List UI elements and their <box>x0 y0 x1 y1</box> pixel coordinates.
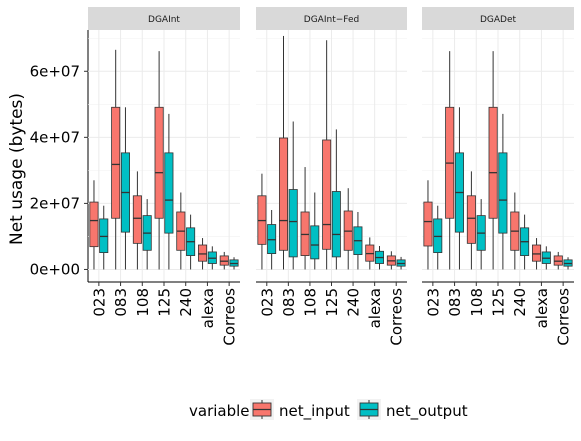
box-group <box>279 35 298 270</box>
box-net-input <box>532 244 542 262</box>
facet-title: DGAInt−Fed <box>304 15 359 25</box>
y-tick-label: 0e+00 <box>30 260 80 278</box>
x-tick-label: 023 <box>424 288 442 317</box>
box-group <box>154 51 174 270</box>
box-net-input <box>279 137 289 251</box>
x-tick-label: 108 <box>301 288 319 317</box>
facet-title: DGADet <box>480 15 517 25</box>
box-group <box>111 49 130 270</box>
x-tick-label: alexa <box>199 288 217 328</box>
box-net-input <box>111 106 121 219</box>
legend-title: variable <box>189 402 250 420</box>
box-net-input <box>198 244 208 262</box>
box-net-output <box>498 152 508 234</box>
box-net-input <box>466 195 476 244</box>
box-net-input <box>89 201 99 248</box>
y-tick-label: 4e+07 <box>30 128 80 146</box>
legend-key-net-output <box>357 399 381 420</box>
x-tick-label: 083 <box>280 288 298 317</box>
box-net-input <box>300 211 310 256</box>
box-net-input <box>322 139 332 250</box>
x-tick-label: 240 <box>177 288 195 317</box>
box-group <box>343 188 363 270</box>
x-tick-label: Correos <box>555 288 573 346</box>
box-group <box>89 180 109 270</box>
box-group <box>300 167 320 270</box>
y-axis-label: Net usage (bytes) <box>7 93 27 245</box>
box-group <box>176 192 196 270</box>
x-tick-label: alexa <box>533 288 551 328</box>
box-net-output <box>99 218 109 254</box>
x-tick-label: 125 <box>323 288 341 317</box>
box-group <box>466 171 486 270</box>
facet-strip <box>422 7 574 30</box>
box-group <box>198 238 217 270</box>
box-net-output <box>310 225 320 260</box>
x-tick-label: Correos <box>221 288 239 346</box>
box-net-output <box>331 191 341 258</box>
y-tick-label: 2e+07 <box>30 194 80 212</box>
box-net-output <box>164 152 174 234</box>
box-net-output <box>267 224 277 254</box>
x-tick-label: 240 <box>511 288 529 317</box>
box-group <box>219 251 239 270</box>
legend-label-net-output: net_output <box>386 402 468 421</box>
x-tick-label: 125 <box>156 288 174 317</box>
x-tick-label: 240 <box>345 288 363 317</box>
box-group <box>257 173 277 270</box>
x-tick-label: alexa <box>366 288 384 328</box>
legend-label-net-input: net_input <box>279 402 350 421</box>
x-tick-label: 108 <box>134 288 152 317</box>
legend: variable net_input net_output <box>189 399 468 421</box>
legend-key-net-input <box>250 399 274 420</box>
facet-title: DGAInt <box>148 15 180 25</box>
facet-panel: DGADet 023 083 108 125 240 alexa Correos <box>422 7 574 346</box>
y-tick-label: 6e+07 <box>30 62 80 80</box>
facet-panel: DGAInt 023 083 108 125 240 alexa Correos <box>88 7 240 346</box>
box-net-output <box>433 218 443 254</box>
box-net-input <box>423 201 433 247</box>
y-axis: 0e+00 2e+07 4e+07 6e+07 <box>30 30 89 282</box>
box-group <box>510 192 530 270</box>
x-tick-label: 125 <box>490 288 508 317</box>
box-group <box>423 180 443 270</box>
x-tick-label: 023 <box>90 288 108 317</box>
box-group <box>532 238 551 270</box>
box-group <box>365 237 384 270</box>
box-net-input <box>132 195 142 244</box>
box-net-input <box>219 255 229 266</box>
x-tick-label: 023 <box>258 288 276 317</box>
box-group <box>488 51 508 270</box>
box-net-input <box>553 255 563 266</box>
box-group <box>322 40 341 270</box>
x-tick-label: 083 <box>446 288 464 317</box>
facet-panel: DGAInt−Fed 023 083 108 125 240 alexa Correos <box>256 7 407 346</box>
box-group <box>553 251 573 270</box>
box-net-input <box>488 106 498 219</box>
box-group <box>386 251 406 270</box>
box-net-output <box>288 189 298 258</box>
x-tick-label: 108 <box>468 288 486 317</box>
facet-strip <box>88 7 240 30</box>
x-tick-label: Correos <box>388 288 406 346</box>
box-group <box>132 171 152 270</box>
box-net-input <box>154 106 164 219</box>
x-tick-label: 083 <box>112 288 130 317</box>
box-group <box>445 51 464 270</box>
facet-strip <box>256 7 407 30</box>
